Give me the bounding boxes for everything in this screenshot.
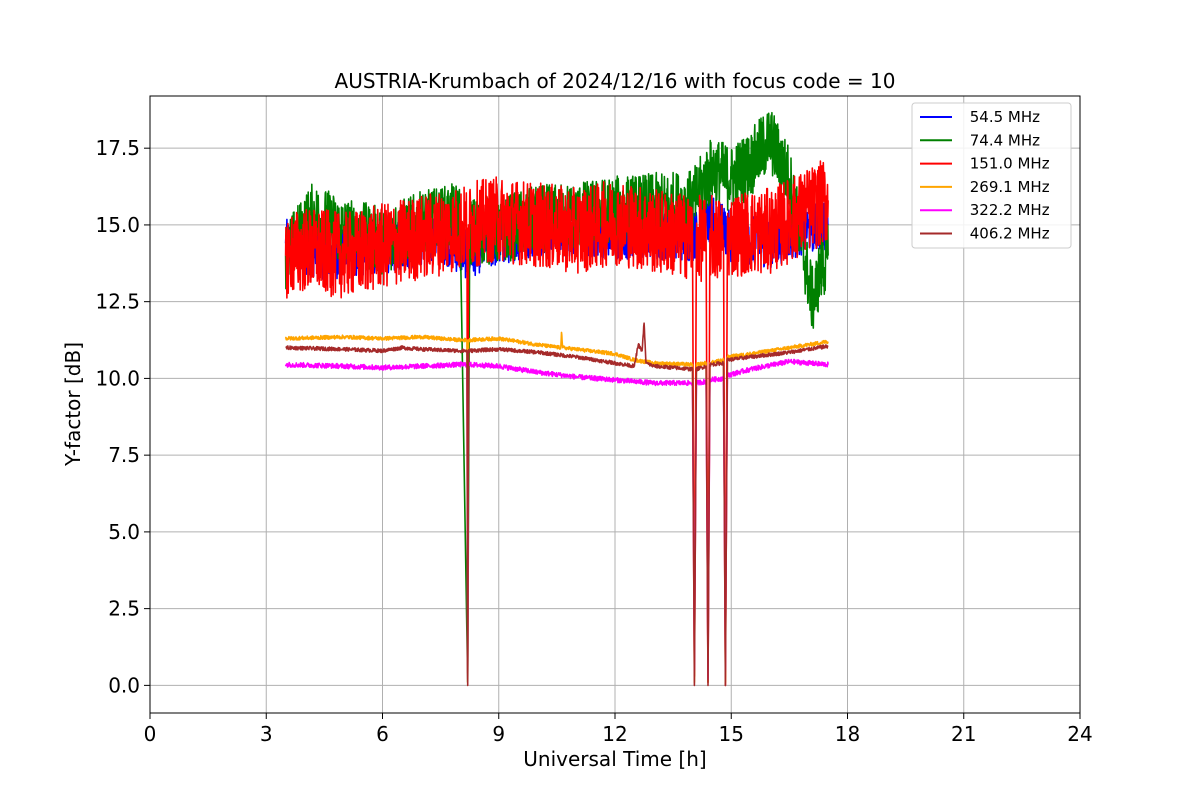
legend-label: 54.5 MHz — [965, 108, 1040, 126]
x-axis-label: Universal Time [h] — [523, 747, 706, 771]
series-layer — [284, 111, 829, 687]
legend: 54.5 MHz 74.4 MHz 151.0 MHz 269.1 MHz 32… — [911, 102, 1072, 249]
x-tick-label: 24 — [1067, 722, 1092, 746]
axis-ticks: 0 3 6 9 12 15 18 21 24 0.0 2.5 5.0 7.5 10.0 12.5 15.0 17… — [95, 136, 1092, 746]
legend-label: 151.0 MHz — [965, 155, 1050, 173]
y-tick-label: 5.0 — [108, 520, 140, 544]
legend-label: 74.4 MHz — [965, 131, 1040, 149]
series-line — [284, 160, 829, 687]
legend-label: 269.1 MHz — [965, 178, 1050, 196]
x-tick-label: 3 — [260, 722, 273, 746]
x-tick-label: 18 — [835, 722, 860, 746]
y-tick-label: 7.5 — [108, 443, 140, 467]
x-tick-label: 15 — [719, 722, 744, 746]
x-tick-label: 12 — [602, 722, 627, 746]
series-line — [284, 331, 829, 684]
series-line — [284, 358, 829, 680]
y-tick-label: 0.0 — [108, 673, 140, 697]
legend-box — [911, 102, 1072, 249]
x-tick-label: 6 — [376, 722, 389, 746]
legend-label: 406.2 MHz — [965, 225, 1050, 243]
x-tick-label: 21 — [951, 722, 976, 746]
series-line — [285, 322, 829, 687]
x-tick-label: 0 — [144, 722, 157, 746]
chart-title: AUSTRIA-Krumbach of 2024/12/16 with focu… — [335, 69, 896, 93]
x-tick-label: 9 — [492, 722, 505, 746]
y-tick-label: 10.0 — [95, 366, 140, 390]
legend-label: 322.2 MHz — [965, 201, 1050, 219]
y-tick-label: 17.5 — [95, 136, 140, 160]
y-tick-label: 12.5 — [95, 290, 140, 314]
y-tick-label: 2.5 — [108, 597, 140, 621]
y-axis-label: Y-factor [dB] — [61, 342, 85, 467]
y-tick-label: 15.0 — [95, 213, 140, 237]
